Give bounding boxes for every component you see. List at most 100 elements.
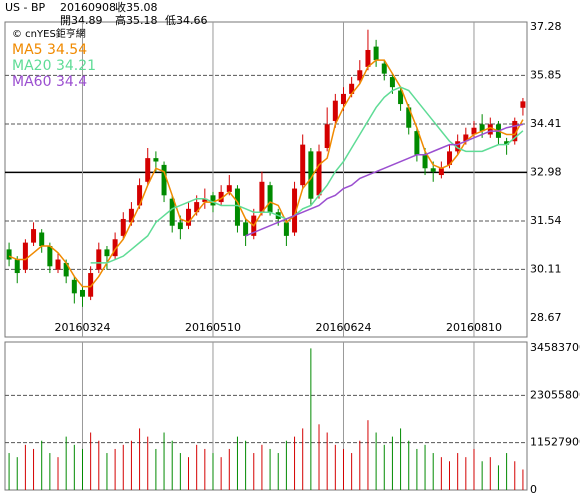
x-tick-label: 20160810 <box>446 321 502 334</box>
candle-body <box>398 90 404 105</box>
candle-body <box>47 246 53 267</box>
legend-value: 34.21 <box>56 58 96 74</box>
candle-body <box>6 249 12 260</box>
candle-body <box>463 134 469 142</box>
candle-body <box>218 191 224 203</box>
candle-body <box>22 242 28 270</box>
candle-body <box>120 218 126 236</box>
candle-body <box>71 279 77 294</box>
y-tick-label: 30.11 <box>530 262 562 275</box>
candle-body <box>381 63 387 74</box>
candle-body <box>504 141 510 145</box>
candle-body <box>487 124 493 135</box>
candle-body <box>14 259 20 274</box>
legend-entry: MA20 34.21 <box>12 58 96 74</box>
candle-body <box>340 93 346 105</box>
x-tick-label: 20160624 <box>315 321 371 334</box>
candle-body <box>332 100 338 121</box>
legend-value: 34.54 <box>47 42 87 58</box>
candle-body <box>455 141 461 152</box>
legend-name: MA5 <box>12 42 43 58</box>
y-tick-label: 28.67 <box>530 311 562 324</box>
candle-body <box>447 151 453 165</box>
high-info: 高35.18 <box>115 13 158 27</box>
value: 35.18 <box>126 14 158 27</box>
x-tick-label: 20160510 <box>185 321 241 334</box>
low-info: 低34.66 <box>165 14 208 27</box>
candle-body <box>96 249 102 270</box>
label: 高 <box>115 13 126 27</box>
candle-body <box>169 198 175 226</box>
legend-value: 34.4 <box>56 74 87 90</box>
volume-tick-label: 23055800 <box>530 388 580 401</box>
candle-body <box>234 188 240 226</box>
x-tick-label: 20160324 <box>54 321 110 334</box>
candle-body <box>145 158 151 182</box>
candle-body <box>349 83 355 94</box>
y-tick-label: 32.98 <box>530 165 562 178</box>
date: 20160908 <box>60 1 116 14</box>
candle-body <box>422 154 428 169</box>
candle-body <box>161 164 167 196</box>
candle-body <box>112 239 118 257</box>
candle-body <box>300 144 306 186</box>
candle-body <box>520 101 526 108</box>
price-panel <box>4 21 528 338</box>
candle-body <box>128 208 134 223</box>
legend-entry: MA5 34.54 <box>12 42 87 58</box>
candle-body <box>308 151 314 199</box>
candle-body <box>259 181 265 213</box>
candle-body <box>31 229 37 243</box>
volume-tick-label: 34583700 <box>530 341 580 354</box>
candle-body <box>365 49 371 67</box>
candle-body <box>430 168 436 172</box>
candle-body <box>55 259 61 270</box>
candle-body <box>88 273 94 297</box>
y-tick-label: 31.54 <box>530 214 562 227</box>
close-info: 收35.08 <box>115 0 158 14</box>
watermark: © cnYES鉅亨網 <box>12 27 86 40</box>
legend-name: MA60 <box>12 74 51 90</box>
candle-body <box>406 107 412 128</box>
open-info: 開34.89 <box>60 14 103 27</box>
value: 34.66 <box>176 14 208 27</box>
plot-layer: 37.28 35.85 34.41 32.98 31.54 30.11 28.67 34583… <box>5 20 580 496</box>
candle-body <box>471 127 477 135</box>
candle-body <box>438 168 444 176</box>
candle-body <box>283 222 289 236</box>
candle-body <box>267 185 273 213</box>
volume-tick-label: 0 <box>530 483 537 496</box>
candle-body <box>512 120 518 142</box>
value: 35.08 <box>126 1 158 14</box>
candle-body <box>357 70 363 81</box>
candle-body <box>479 124 485 132</box>
candle-body <box>104 249 110 257</box>
candle-body <box>79 289 85 297</box>
label: 收 <box>115 0 126 14</box>
candle-body <box>389 77 395 88</box>
candle-body <box>177 222 183 230</box>
ma-line <box>245 123 524 237</box>
candle-body <box>414 131 420 155</box>
candle-body <box>39 232 45 247</box>
symbol: US - BP <box>5 1 46 14</box>
candle-body <box>186 208 192 226</box>
y-tick-label: 35.85 <box>530 68 562 81</box>
candle-body <box>194 202 200 213</box>
candle-body <box>137 185 143 206</box>
legend-entry: MA60 34.4 <box>12 74 87 90</box>
ma-line <box>8 59 524 288</box>
candle-body <box>202 198 208 203</box>
value: 34.89 <box>71 14 103 27</box>
candle-body <box>324 124 330 148</box>
label: 開 <box>60 14 71 27</box>
candle-body <box>373 46 379 61</box>
candle-body <box>316 151 322 196</box>
candle-body <box>210 195 216 206</box>
volume-panel <box>4 341 528 491</box>
candle-body <box>63 262 69 277</box>
y-tick-label: 37.28 <box>530 20 562 33</box>
label: 低 <box>165 14 176 27</box>
